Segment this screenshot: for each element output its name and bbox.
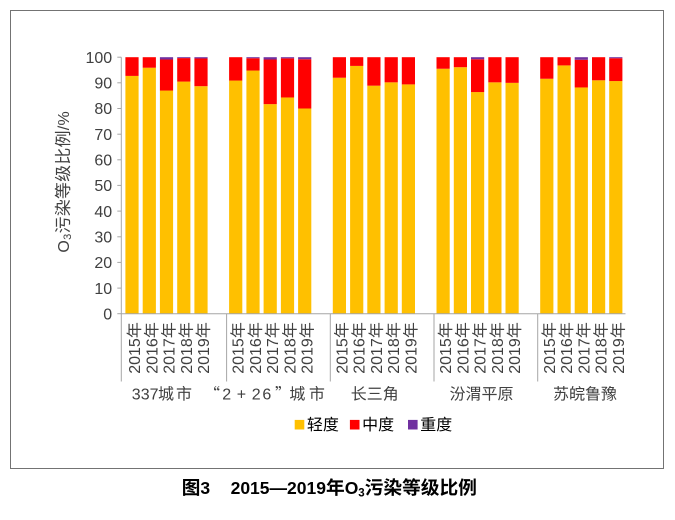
- svg-text:2017: 2017: [576, 338, 593, 374]
- svg-text:2016: 2016: [559, 338, 576, 374]
- svg-text:2018: 2018: [386, 338, 403, 374]
- svg-text:70: 70: [94, 127, 112, 144]
- svg-text:2018: 2018: [490, 338, 507, 374]
- svg-text:2018: 2018: [283, 338, 300, 374]
- svg-text:3: 3: [200, 478, 210, 498]
- svg-text:2016: 2016: [144, 338, 161, 374]
- svg-text:3: 3: [358, 488, 364, 500]
- svg-text:3: 3: [132, 387, 141, 404]
- svg-text:2017: 2017: [369, 338, 386, 374]
- svg-text:2015: 2015: [231, 338, 248, 374]
- svg-text:10: 10: [94, 281, 112, 298]
- svg-text:2016: 2016: [455, 338, 472, 374]
- svg-text:20: 20: [94, 255, 112, 272]
- svg-text:40: 40: [94, 204, 112, 221]
- svg-text:/: /: [56, 125, 73, 130]
- svg-text:2019: 2019: [403, 338, 420, 374]
- svg-text:100: 100: [85, 50, 112, 67]
- svg-text:30: 30: [94, 229, 112, 246]
- svg-text:80: 80: [94, 101, 112, 118]
- svg-text:7: 7: [150, 387, 159, 404]
- svg-text:2015: 2015: [438, 338, 455, 374]
- svg-text:2018: 2018: [594, 338, 611, 374]
- svg-text:2019: 2019: [300, 338, 317, 374]
- svg-text:2019: 2019: [611, 338, 628, 374]
- svg-text:2019: 2019: [507, 338, 524, 374]
- svg-text:2015: 2015: [127, 338, 144, 374]
- svg-text:3: 3: [141, 387, 150, 404]
- svg-text:0: 0: [103, 306, 112, 323]
- svg-text:2017: 2017: [162, 338, 179, 374]
- svg-text:2018: 2018: [179, 338, 196, 374]
- svg-text:90: 90: [94, 76, 112, 93]
- svg-text:O: O: [56, 240, 73, 252]
- svg-text:2019: 2019: [196, 338, 213, 374]
- svg-text:2016: 2016: [352, 338, 369, 374]
- svg-text:O: O: [345, 478, 359, 498]
- svg-text:2017: 2017: [473, 338, 490, 374]
- svg-text:2017: 2017: [265, 338, 282, 374]
- svg-text:2: 2: [252, 387, 261, 404]
- svg-text:50: 50: [94, 178, 112, 195]
- svg-text:60: 60: [94, 153, 112, 170]
- svg-text:2015—2019: 2015—2019: [231, 478, 327, 498]
- svg-text:2015: 2015: [542, 338, 559, 374]
- svg-text:2015: 2015: [334, 338, 351, 374]
- svg-text:3: 3: [62, 234, 74, 240]
- svg-text:2: 2: [222, 387, 231, 404]
- svg-text:2016: 2016: [248, 338, 265, 374]
- svg-text:6: 6: [262, 387, 271, 404]
- svg-text:+: +: [237, 387, 246, 404]
- svg-text:%: %: [56, 111, 73, 125]
